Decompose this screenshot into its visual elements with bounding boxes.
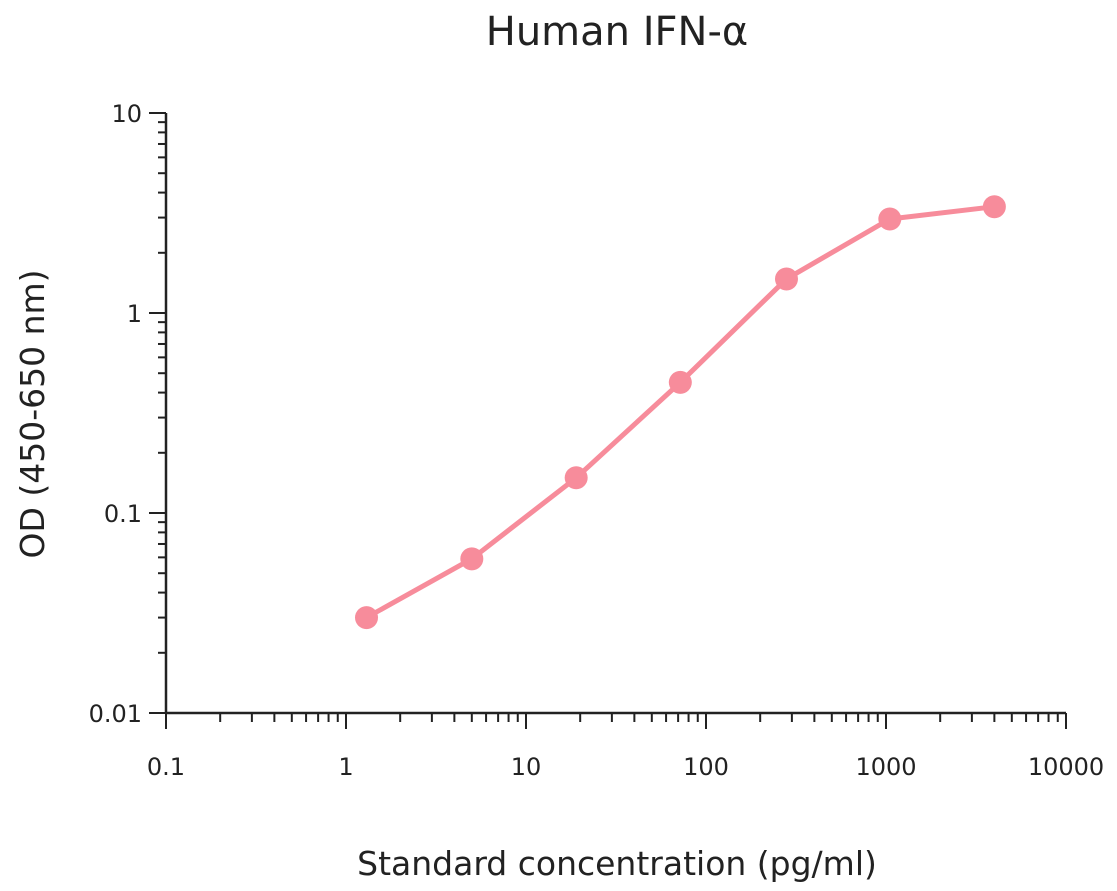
data-point — [774, 267, 798, 291]
data-point — [878, 207, 902, 231]
x-tick-label: 10000 — [1028, 753, 1104, 781]
data-point — [982, 195, 1006, 219]
data-point — [460, 547, 484, 571]
data-point — [668, 370, 692, 394]
x-tick-label: 10 — [511, 753, 542, 781]
y-tick-label: 0.01 — [89, 700, 142, 728]
plot-area — [355, 195, 1006, 630]
x-tick-label: 1 — [338, 753, 353, 781]
chart-title: Human IFN-α — [486, 9, 749, 55]
x-tick-label: 1000 — [855, 753, 916, 781]
y-axis: 0.01 0.1 1 10 — [89, 100, 168, 728]
y-axis-label: OD (450-650 nm) — [13, 269, 52, 558]
data-point — [564, 466, 588, 490]
x-axis-label: Standard concentration (pg/ml) — [357, 844, 877, 883]
y-tick-label: 1 — [127, 300, 142, 328]
x-tick-label: 100 — [683, 753, 729, 781]
data-point — [355, 606, 379, 630]
x-tick-label: 0.1 — [147, 753, 185, 781]
y-tick-label: 10 — [111, 100, 142, 128]
x-axis: 0.1 1 10 100 1000 10000 — [147, 711, 1104, 781]
y-tick-label: 0.1 — [104, 500, 142, 528]
